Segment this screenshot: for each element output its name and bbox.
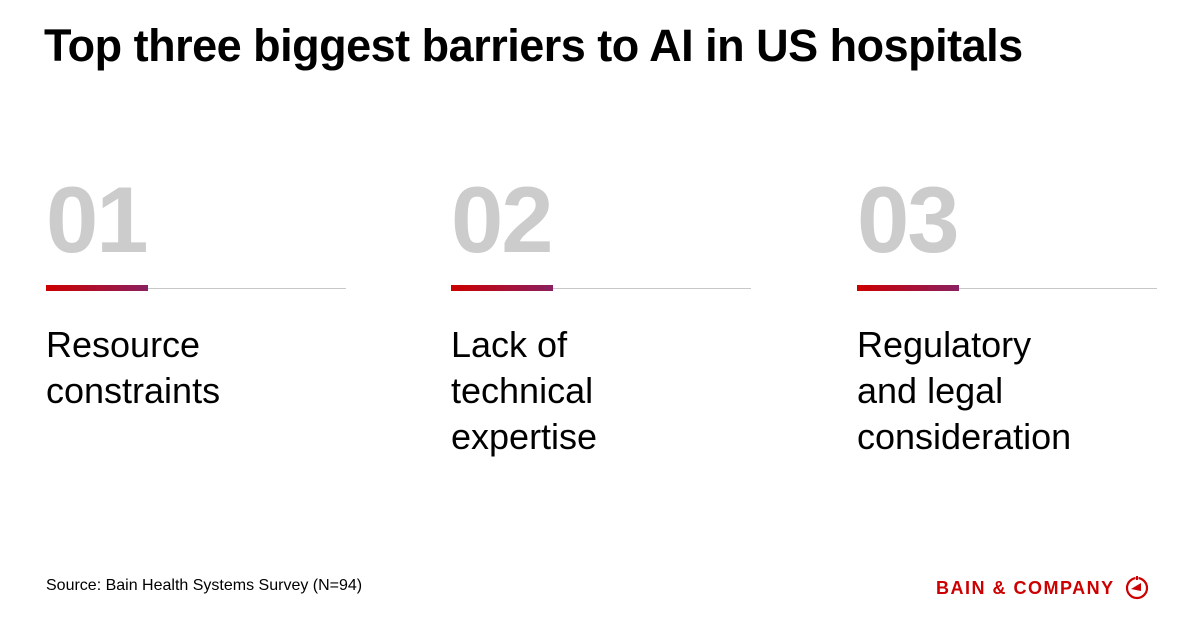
divider [46,285,346,292]
barrier-1: 01 Resource constraints [46,170,346,414]
barrier-label: Resource constraints [46,324,221,411]
logo-text: BAIN & COMPANY [936,577,1115,598]
page-title: Top three biggest barriers to AI in US h… [44,20,1023,71]
barrier-2: 02 Lack of technical expertise [451,170,751,460]
barrier-3: 03 Regulatory and legal consideration [857,170,1157,460]
source-note: Source: Bain Health Systems Survey (N=94… [46,577,363,594]
divider [857,285,1157,292]
barrier-number: 02 [451,167,554,272]
divider [451,285,751,292]
barrier-label: Regulatory and legal consideration [857,324,1072,457]
barrier-label: Lack of technical expertise [451,324,598,457]
bain-logo: BAIN & COMPANY [936,576,1149,600]
barrier-number: 01 [46,167,149,272]
bain-compass-icon [1125,576,1148,600]
barrier-number: 03 [857,167,960,272]
